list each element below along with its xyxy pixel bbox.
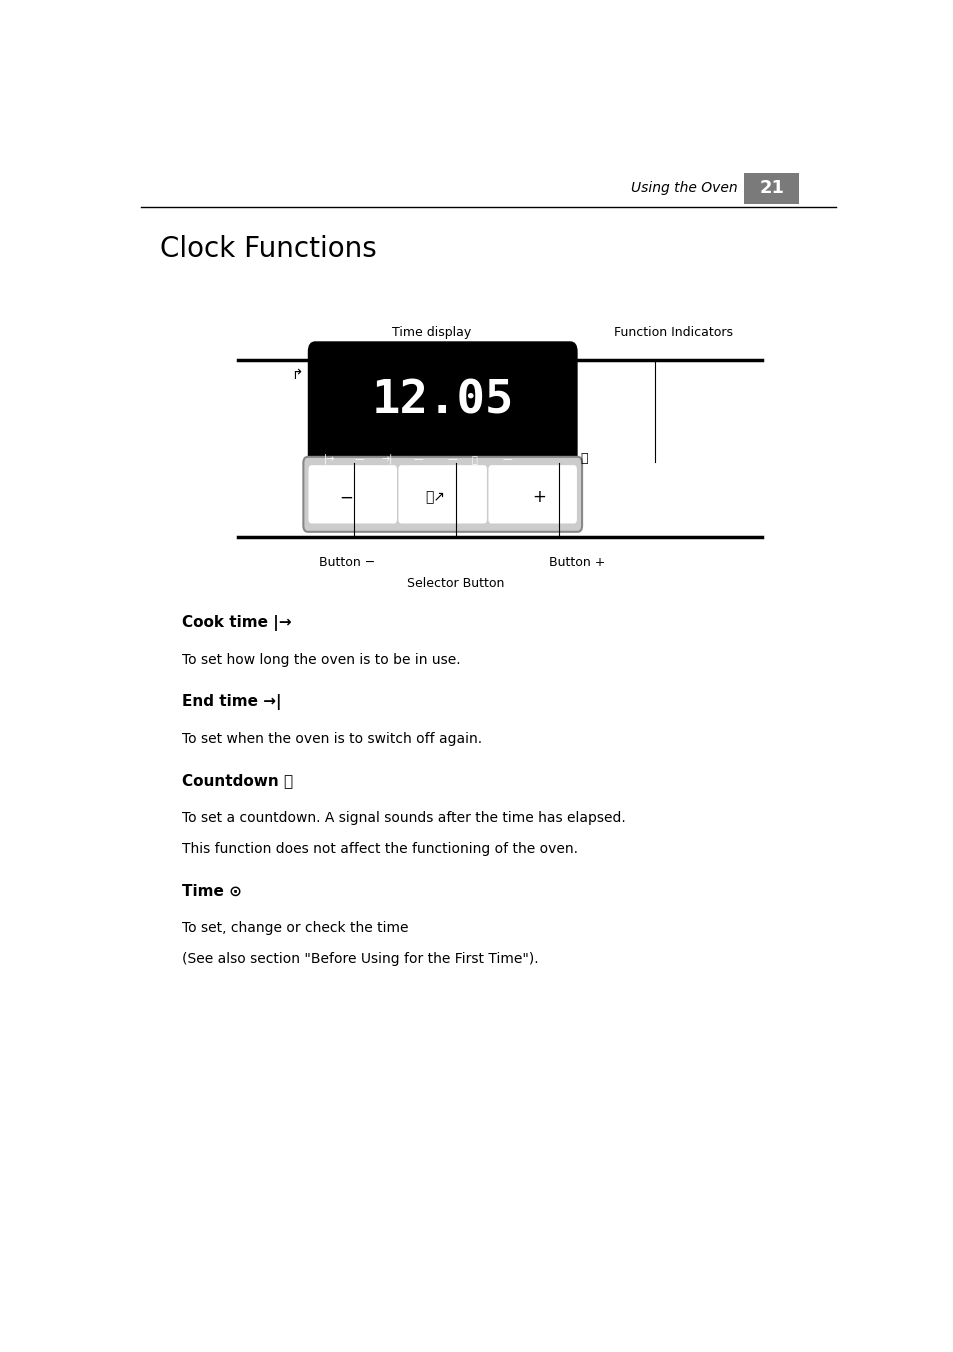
Text: +: + xyxy=(532,488,545,507)
Text: —: — xyxy=(355,454,364,464)
Text: Button +: Button + xyxy=(549,556,605,569)
Text: ⍾: ⍾ xyxy=(471,454,476,464)
Text: —: — xyxy=(447,454,456,464)
Text: To set how long the oven is to be in use.: To set how long the oven is to be in use… xyxy=(182,653,460,667)
Text: Selector Button: Selector Button xyxy=(407,576,504,589)
Text: Time ⊙: Time ⊙ xyxy=(182,884,242,899)
Text: To set when the oven is to switch off again.: To set when the oven is to switch off ag… xyxy=(182,731,481,746)
Text: Countdown ⍾: Countdown ⍾ xyxy=(182,773,293,788)
Text: This function does not affect the functioning of the oven.: This function does not affect the functi… xyxy=(182,842,578,856)
Text: Function Indicators: Function Indicators xyxy=(614,326,733,339)
Text: Time display: Time display xyxy=(392,326,471,339)
Text: ⌚: ⌚ xyxy=(580,453,587,465)
Text: Clock Functions: Clock Functions xyxy=(160,235,376,264)
Text: —: — xyxy=(502,454,512,464)
Text: Cook time |→: Cook time |→ xyxy=(182,615,292,631)
FancyBboxPatch shape xyxy=(303,457,581,531)
Text: To set a countdown. A signal sounds after the time has elapsed.: To set a countdown. A signal sounds afte… xyxy=(182,811,625,825)
Text: Button −: Button − xyxy=(318,556,375,569)
FancyBboxPatch shape xyxy=(488,465,577,523)
Text: Using the Oven: Using the Oven xyxy=(631,181,738,195)
FancyBboxPatch shape xyxy=(398,465,486,523)
FancyBboxPatch shape xyxy=(308,341,577,485)
Text: 21: 21 xyxy=(759,180,783,197)
FancyBboxPatch shape xyxy=(308,465,396,523)
Text: −: − xyxy=(339,488,353,507)
Text: ⌚↗: ⌚↗ xyxy=(425,491,445,504)
FancyBboxPatch shape xyxy=(743,173,799,204)
Text: |→: |→ xyxy=(324,454,335,464)
Text: 12.05: 12.05 xyxy=(371,379,514,423)
Text: —: — xyxy=(414,454,423,464)
Text: ↱: ↱ xyxy=(291,368,302,381)
Text: →|: →| xyxy=(381,454,393,464)
Text: To set, change or check the time: To set, change or check the time xyxy=(182,921,408,936)
Text: End time →|: End time →| xyxy=(182,694,281,710)
Text: (See also section "Before Using for the First Time").: (See also section "Before Using for the … xyxy=(182,952,538,967)
